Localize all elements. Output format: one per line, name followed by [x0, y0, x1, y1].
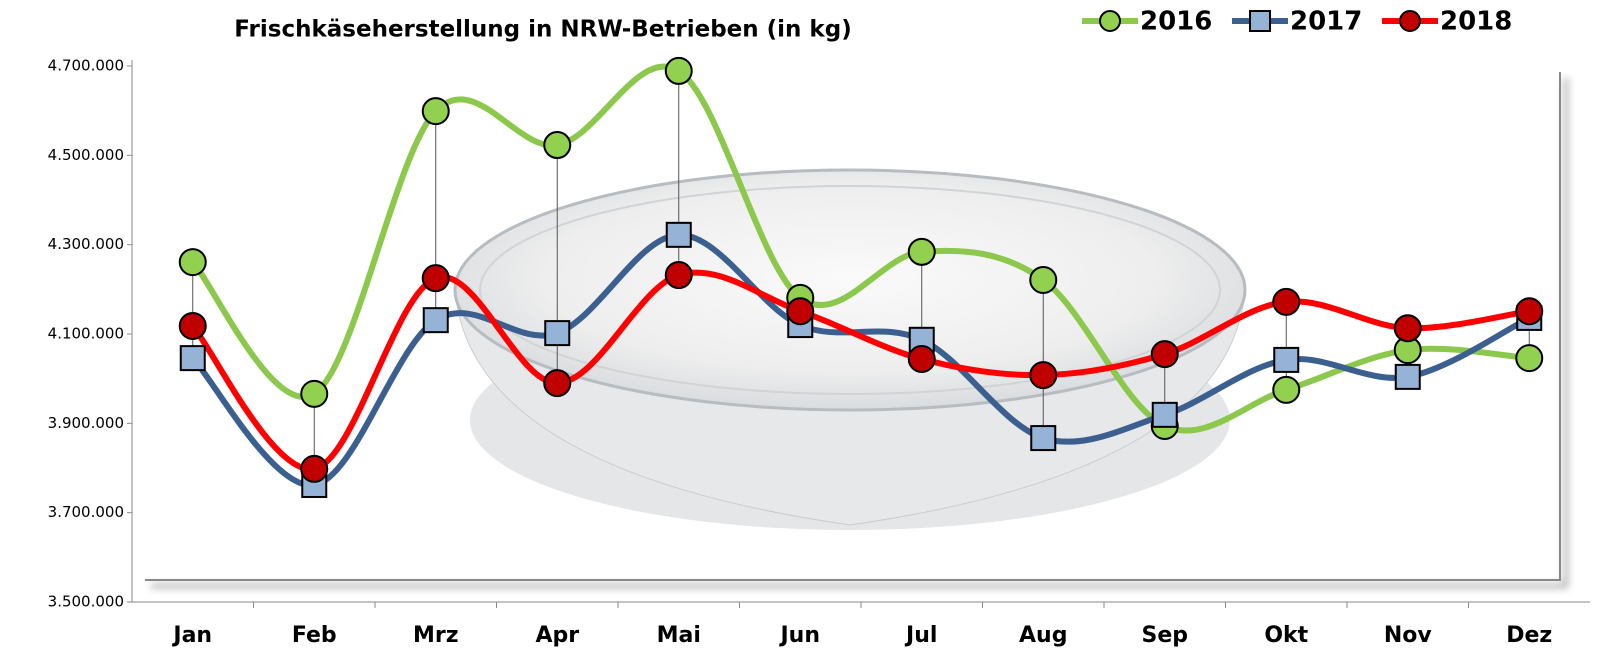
marker [424, 308, 448, 332]
y-tick-label: 4.500.000 [48, 146, 124, 164]
marker [1516, 345, 1542, 371]
legend-item: 2016 [1082, 7, 1212, 37]
marker [1153, 403, 1177, 427]
x-tick-label: Jan [171, 623, 212, 648]
x-tick-label: Dez [1506, 623, 1552, 648]
legend-marker [1250, 11, 1270, 31]
marker [787, 298, 813, 324]
marker [1152, 341, 1178, 367]
x-tick-label: Okt [1264, 623, 1308, 648]
chart-title: Frischkäseherstellung in NRW-Betrieben (… [234, 17, 851, 43]
legend-label: 2017 [1290, 7, 1362, 37]
marker [181, 346, 205, 370]
y-tick-label: 4.700.000 [48, 57, 124, 75]
marker [545, 321, 569, 345]
x-tick-label: Aug [1019, 623, 1067, 648]
marker [544, 132, 570, 158]
marker [667, 223, 691, 247]
marker [1395, 315, 1421, 341]
legend-item: 2017 [1232, 7, 1362, 37]
marker [666, 58, 692, 84]
y-tick-label: 3.700.000 [48, 503, 124, 521]
marker [423, 265, 449, 291]
y-tick-label: 4.100.000 [48, 325, 124, 343]
legend-item: 2018 [1382, 7, 1512, 37]
marker [909, 239, 935, 265]
x-tick-label: Nov [1384, 623, 1433, 648]
x-tick-label: Feb [292, 623, 337, 648]
marker [1031, 426, 1055, 450]
marker [1030, 267, 1056, 293]
marker [1274, 348, 1298, 372]
bowl-decoration [455, 170, 1245, 530]
marker [1396, 365, 1420, 389]
legend-marker [1100, 11, 1120, 31]
marker [301, 381, 327, 407]
y-tick-label: 4.300.000 [48, 235, 124, 253]
marker [180, 249, 206, 275]
page: {"chart_data": {"type": "line", "title":… [0, 0, 1602, 663]
x-tick-label: Jun [778, 623, 820, 648]
marker [1516, 298, 1542, 324]
y-tick-label: 3.900.000 [48, 414, 124, 432]
x-tick-label: Mrz [413, 623, 459, 648]
legend-label: 2016 [1140, 7, 1212, 37]
marker [909, 346, 935, 372]
marker [180, 313, 206, 339]
marker [1273, 377, 1299, 403]
x-tick-label: Apr [535, 623, 579, 648]
marker [1273, 289, 1299, 315]
legend-marker [1400, 11, 1420, 31]
x-tick-label: Jul [904, 623, 937, 648]
x-tick-label: Sep [1141, 623, 1188, 648]
chart: Frischkäseherstellung in NRW-Betrieben (… [0, 0, 1602, 663]
marker [301, 456, 327, 482]
marker [666, 262, 692, 288]
marker [1030, 362, 1056, 388]
marker [423, 98, 449, 124]
x-tick-label: Mai [657, 623, 701, 648]
y-tick-label: 3.500.000 [48, 593, 124, 611]
legend-label: 2018 [1440, 7, 1512, 37]
marker [544, 370, 570, 396]
